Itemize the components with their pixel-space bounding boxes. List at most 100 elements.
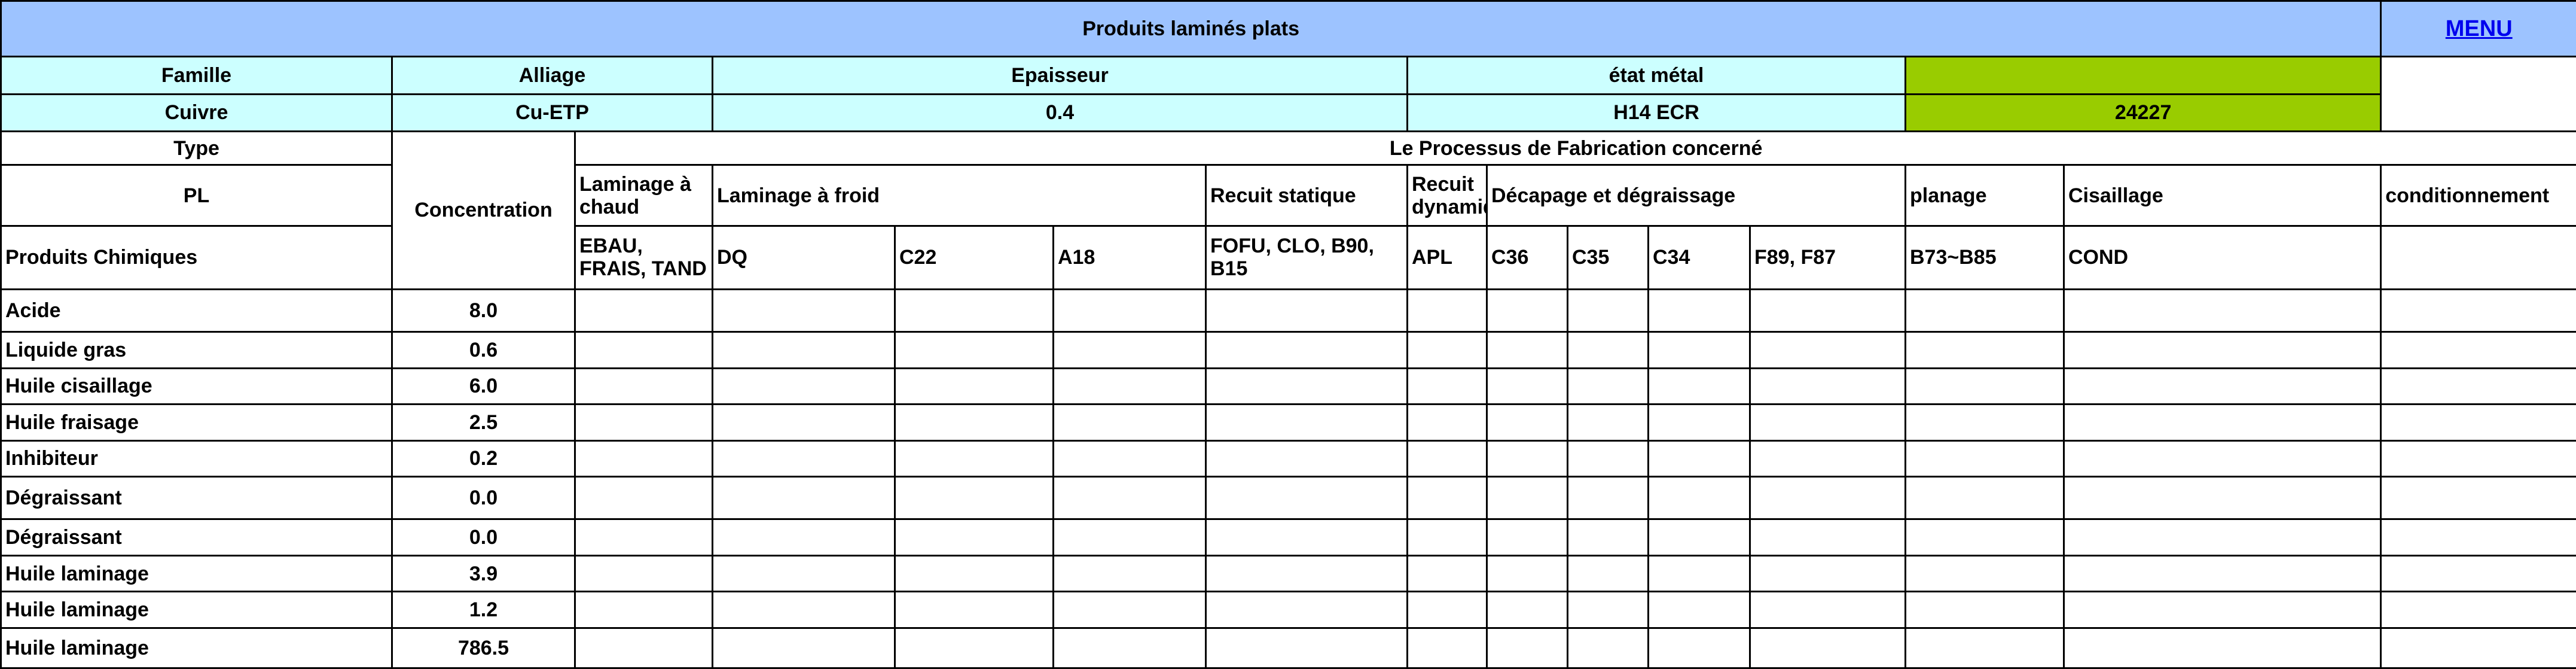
- cell-extra[interactable]: [2380, 439, 2576, 478]
- cell-f89-f87[interactable]: [1749, 476, 1906, 521]
- cell-ebau-frais-tand[interactable]: [574, 367, 713, 406]
- cell-extra[interactable]: [2380, 288, 2576, 333]
- table-row[interactable]: Acide 8.0: [0, 288, 2576, 333]
- cell-ebau-frais-tand[interactable]: [574, 554, 713, 593]
- cell-cond[interactable]: [2062, 367, 2382, 406]
- cell-f89-f87[interactable]: [1749, 554, 1906, 593]
- cell-c22[interactable]: [894, 627, 1054, 669]
- cell-b73-b85[interactable]: [1904, 627, 2065, 669]
- cell-f89-f87[interactable]: [1749, 403, 1906, 442]
- cell-apl[interactable]: [1406, 554, 1488, 593]
- cell-b73-b85[interactable]: [1904, 554, 2065, 593]
- cell-dq[interactable]: [712, 518, 896, 557]
- cell-fofu[interactable]: [1205, 518, 1408, 557]
- cell-b73-b85[interactable]: [1904, 367, 2065, 406]
- cell-c36[interactable]: [1486, 403, 1568, 442]
- cell-c22[interactable]: [894, 554, 1054, 593]
- cell-c35[interactable]: [1567, 367, 1649, 406]
- cell-dq[interactable]: [712, 367, 896, 406]
- cell-apl[interactable]: [1406, 403, 1488, 442]
- cell-extra[interactable]: [2380, 403, 2576, 442]
- cell-c22[interactable]: [894, 331, 1054, 369]
- cell-c35[interactable]: [1567, 476, 1649, 521]
- cell-fofu[interactable]: [1205, 554, 1408, 593]
- cell-f89-f87[interactable]: [1749, 518, 1906, 557]
- cell-f89-f87[interactable]: [1749, 288, 1906, 333]
- cell-b73-b85[interactable]: [1904, 403, 2065, 442]
- cell-fofu[interactable]: [1205, 331, 1408, 369]
- cell-c36[interactable]: [1486, 439, 1568, 478]
- cell-cond[interactable]: [2062, 518, 2382, 557]
- cell-c35[interactable]: [1567, 591, 1649, 629]
- cell-dq[interactable]: [712, 288, 896, 333]
- cell-c36[interactable]: [1486, 331, 1568, 369]
- cell-a18[interactable]: [1052, 288, 1207, 333]
- cell-apl[interactable]: [1406, 331, 1488, 369]
- cell-cond[interactable]: [2062, 554, 2382, 593]
- table-row[interactable]: Dégraissant 0.0: [0, 476, 2576, 521]
- cell-apl[interactable]: [1406, 518, 1488, 557]
- cell-dq[interactable]: [712, 476, 896, 521]
- menu-cell[interactable]: MENU: [2380, 0, 2576, 57]
- cell-dq[interactable]: [712, 331, 896, 369]
- cell-ebau-frais-tand[interactable]: [574, 288, 713, 333]
- cell-ebau-frais-tand[interactable]: [574, 476, 713, 521]
- cell-c36[interactable]: [1486, 554, 1568, 593]
- cell-c35[interactable]: [1567, 518, 1649, 557]
- table-row[interactable]: Huile fraisage 2.5: [0, 403, 2576, 442]
- cell-extra[interactable]: [2380, 331, 2576, 369]
- table-row[interactable]: Inhibiteur 0.2: [0, 439, 2576, 478]
- cell-c34[interactable]: [1647, 331, 1751, 369]
- cell-b73-b85[interactable]: [1904, 591, 2065, 629]
- cell-cond[interactable]: [2062, 627, 2382, 669]
- table-row[interactable]: Dégraissant 0.0: [0, 518, 2576, 557]
- cell-c36[interactable]: [1486, 518, 1568, 557]
- cell-b73-b85[interactable]: [1904, 439, 2065, 478]
- cell-c35[interactable]: [1567, 403, 1649, 442]
- cell-a18[interactable]: [1052, 476, 1207, 521]
- cell-c36[interactable]: [1486, 627, 1568, 669]
- cell-dq[interactable]: [712, 403, 896, 442]
- cell-fofu[interactable]: [1205, 367, 1408, 406]
- cell-fofu[interactable]: [1205, 439, 1408, 478]
- cell-fofu[interactable]: [1205, 288, 1408, 333]
- cell-dq[interactable]: [712, 627, 896, 669]
- cell-c34[interactable]: [1647, 403, 1751, 442]
- cell-a18[interactable]: [1052, 403, 1207, 442]
- cell-f89-f87[interactable]: [1749, 591, 1906, 629]
- cell-b73-b85[interactable]: [1904, 518, 2065, 557]
- cell-c34[interactable]: [1647, 367, 1751, 406]
- cell-a18[interactable]: [1052, 367, 1207, 406]
- cell-f89-f87[interactable]: [1749, 439, 1906, 478]
- cell-a18[interactable]: [1052, 627, 1207, 669]
- cell-c22[interactable]: [894, 367, 1054, 406]
- cell-a18[interactable]: [1052, 331, 1207, 369]
- cell-dq[interactable]: [712, 439, 896, 478]
- cell-b73-b85[interactable]: [1904, 288, 2065, 333]
- cell-c34[interactable]: [1647, 627, 1751, 669]
- cell-extra[interactable]: [2380, 518, 2576, 557]
- cell-apl[interactable]: [1406, 627, 1488, 669]
- cell-c34[interactable]: [1647, 439, 1751, 478]
- cell-c34[interactable]: [1647, 554, 1751, 593]
- cell-ebau-frais-tand[interactable]: [574, 627, 713, 669]
- cell-c35[interactable]: [1567, 331, 1649, 369]
- cell-apl[interactable]: [1406, 288, 1488, 333]
- cell-ebau-frais-tand[interactable]: [574, 518, 713, 557]
- cell-a18[interactable]: [1052, 554, 1207, 593]
- cell-c34[interactable]: [1647, 591, 1751, 629]
- cell-b73-b85[interactable]: [1904, 476, 2065, 521]
- cell-c36[interactable]: [1486, 591, 1568, 629]
- cell-a18[interactable]: [1052, 591, 1207, 629]
- cell-c35[interactable]: [1567, 554, 1649, 593]
- cell-b73-b85[interactable]: [1904, 331, 2065, 369]
- cell-c34[interactable]: [1647, 476, 1751, 521]
- cell-ebau-frais-tand[interactable]: [574, 331, 713, 369]
- cell-cond[interactable]: [2062, 439, 2382, 478]
- cell-c22[interactable]: [894, 591, 1054, 629]
- cell-fofu[interactable]: [1205, 627, 1408, 669]
- cell-c22[interactable]: [894, 403, 1054, 442]
- cell-c22[interactable]: [894, 476, 1054, 521]
- cell-extra[interactable]: [2380, 627, 2576, 669]
- cell-c35[interactable]: [1567, 627, 1649, 669]
